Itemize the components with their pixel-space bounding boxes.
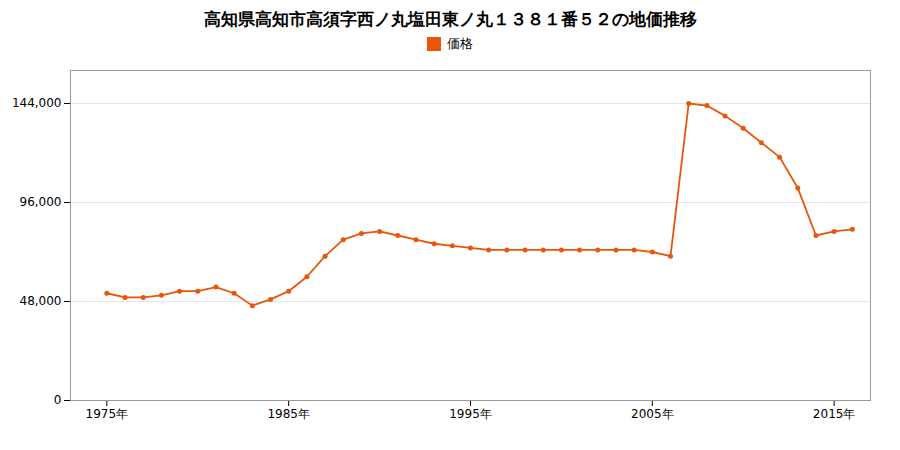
svg-text:1975年: 1975年 [86, 407, 129, 421]
svg-text:2015年: 2015年 [813, 407, 856, 421]
html-text:高知県高知市高須字西ノ丸塩田東ノ丸１３８１番５２の地価推移: 高知県高知市高須字西ノ丸塩田東ノ丸１３８１番５２の地価推移 [203, 9, 697, 29]
svg-text:2005年: 2005年 [631, 407, 674, 421]
svg-text:144,000: 144,000 [12, 96, 62, 110]
svg-text:1995年: 1995年 [449, 407, 492, 421]
svg-text:0: 0 [54, 393, 62, 407]
svg-text:96,000: 96,000 [20, 195, 62, 209]
html-text:価格: 価格 [447, 36, 473, 51]
svg-text:48,000: 48,000 [20, 294, 62, 308]
svg-text:1985年: 1985年 [267, 407, 310, 421]
